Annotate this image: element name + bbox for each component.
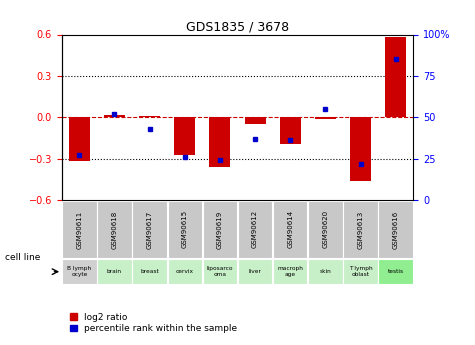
Bar <box>69 117 90 161</box>
Bar <box>343 201 378 258</box>
Bar <box>97 259 132 284</box>
Bar <box>273 201 307 258</box>
Bar <box>168 201 202 258</box>
Bar <box>308 201 342 258</box>
Text: liver: liver <box>248 269 262 274</box>
Bar <box>350 117 371 181</box>
Text: GSM90612: GSM90612 <box>252 210 258 248</box>
Bar <box>104 115 125 117</box>
Text: GSM90613: GSM90613 <box>358 210 363 248</box>
Bar <box>62 259 96 284</box>
Text: GSM90620: GSM90620 <box>323 210 328 248</box>
Text: GSM90618: GSM90618 <box>112 210 117 248</box>
Bar <box>97 201 132 258</box>
Bar <box>385 37 406 117</box>
Text: brain: brain <box>107 269 122 274</box>
Text: macroph
age: macroph age <box>277 266 303 277</box>
Bar <box>343 259 378 284</box>
Bar <box>308 259 342 284</box>
Text: GSM90614: GSM90614 <box>287 210 293 248</box>
Text: GSM90617: GSM90617 <box>147 210 152 248</box>
Bar <box>139 116 160 117</box>
Legend: log2 ratio, percentile rank within the sample: log2 ratio, percentile rank within the s… <box>66 309 241 337</box>
Text: cervix: cervix <box>176 269 194 274</box>
Bar <box>209 117 230 167</box>
Bar <box>133 259 167 284</box>
Bar <box>133 201 167 258</box>
Bar <box>62 201 96 258</box>
Bar <box>174 117 195 155</box>
Text: testis: testis <box>388 269 404 274</box>
Bar <box>203 201 237 258</box>
Text: B lymph
ocyte: B lymph ocyte <box>67 266 91 277</box>
Text: GSM90611: GSM90611 <box>76 210 82 248</box>
Text: GSM90616: GSM90616 <box>393 210 399 248</box>
Bar <box>379 259 413 284</box>
Bar <box>273 259 307 284</box>
Text: GSM90619: GSM90619 <box>217 210 223 248</box>
Bar <box>379 201 413 258</box>
Bar <box>280 117 301 144</box>
Bar <box>203 259 237 284</box>
Text: GSM90615: GSM90615 <box>182 210 188 248</box>
Bar <box>245 117 266 124</box>
Text: liposarco
oma: liposarco oma <box>207 266 233 277</box>
Bar <box>168 259 202 284</box>
Text: T lymph
oblast: T lymph oblast <box>349 266 372 277</box>
Text: breast: breast <box>140 269 159 274</box>
Bar <box>238 201 272 258</box>
Bar <box>315 117 336 119</box>
Text: skin: skin <box>320 269 331 274</box>
Title: GDS1835 / 3678: GDS1835 / 3678 <box>186 20 289 33</box>
Bar <box>238 259 272 284</box>
Text: cell line: cell line <box>5 253 40 263</box>
